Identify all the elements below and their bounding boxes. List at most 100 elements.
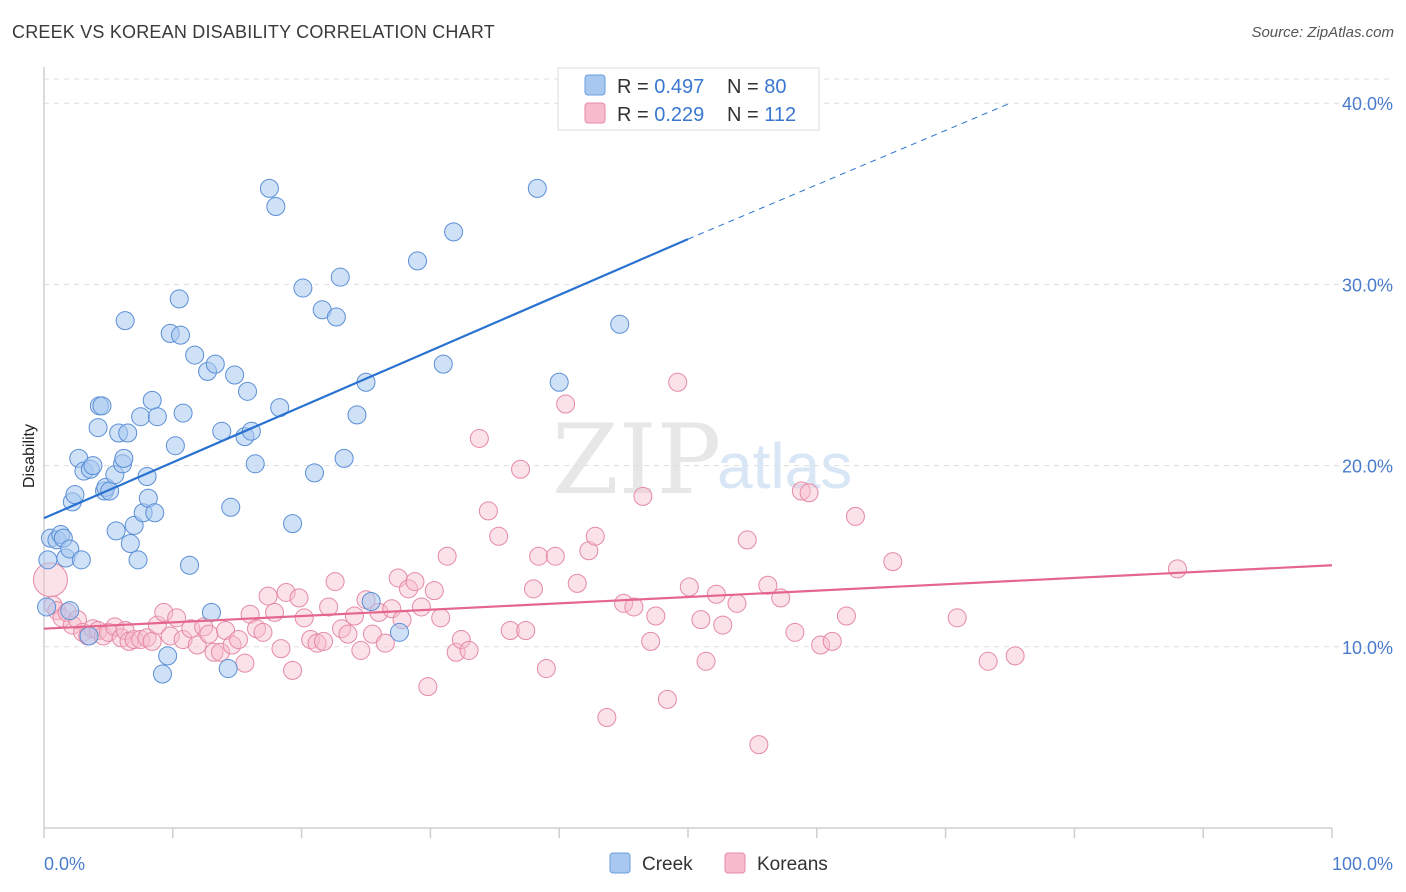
korean-point (338, 624, 358, 644)
creek-point (293, 278, 313, 298)
korean-point (713, 615, 733, 635)
y-tick-label: 40.0% (1342, 94, 1393, 114)
creek-point (145, 503, 165, 523)
korean-point (668, 372, 688, 392)
korean-point (271, 639, 291, 659)
creek-point (37, 597, 57, 617)
creek-point (114, 448, 134, 468)
korean-point (319, 597, 339, 617)
creek-point (120, 534, 140, 554)
legend-bottom-label-creek: Creek (642, 854, 693, 875)
korean-point (597, 707, 617, 727)
creek-point (433, 354, 453, 374)
korean-point (418, 677, 438, 697)
korean-point (633, 486, 653, 506)
korean-point (253, 622, 273, 642)
korean-point (641, 631, 661, 651)
korean-point (523, 579, 543, 599)
legend-creek-n: N = 80 (727, 76, 787, 98)
korean-point (614, 593, 634, 613)
creek-point (527, 178, 547, 198)
creek-point (171, 325, 191, 345)
korean-point (883, 552, 903, 572)
korean-point (362, 624, 382, 644)
creek-point (201, 602, 221, 622)
korean-point (160, 626, 180, 646)
creek-point (180, 555, 200, 575)
korean-point (451, 630, 471, 650)
korean-point (727, 593, 747, 613)
creek-point (185, 345, 205, 365)
creek-point (238, 381, 258, 401)
korean-point (978, 651, 998, 671)
legend-bottom-swatch-creek (609, 852, 631, 874)
korean-point (98, 622, 118, 642)
korean-point (749, 735, 769, 755)
creek-point (83, 456, 103, 476)
creek-point (92, 396, 112, 416)
creek-point (225, 365, 245, 385)
creek-point (131, 407, 151, 427)
creek-point (221, 497, 241, 517)
korean-point (307, 633, 327, 653)
korean-point (411, 597, 431, 617)
korean-point (313, 631, 333, 651)
korean-point (791, 481, 811, 501)
korean-point (431, 608, 451, 628)
korean-point (579, 541, 599, 561)
korean-point (351, 640, 371, 660)
y-tick-label: 30.0% (1342, 275, 1393, 295)
korean-point (489, 526, 509, 546)
korean-point (845, 506, 865, 526)
korean-point (399, 579, 419, 599)
creek-points (37, 178, 630, 684)
korean-point (1167, 559, 1187, 579)
y-axis-title: Disability (21, 424, 38, 488)
korean-point (785, 622, 805, 642)
creek-point (38, 550, 58, 570)
creek-point (259, 178, 279, 198)
x-ticks (43, 828, 1333, 838)
korean-point (822, 631, 842, 651)
korean-point (375, 633, 395, 653)
korean-point (325, 572, 345, 592)
korean-point (283, 660, 303, 680)
creek-point (79, 626, 99, 646)
korean-point (691, 610, 711, 630)
korean-point (585, 526, 605, 546)
creek-point (347, 405, 367, 425)
korean-point (516, 621, 536, 641)
korean-point (137, 628, 157, 648)
creek-point (326, 307, 346, 327)
creek-point (147, 407, 167, 427)
creek-point (173, 403, 193, 423)
korean-point (500, 621, 520, 641)
creek-point (100, 481, 120, 501)
x-tick-label-max: 100.0% (1332, 854, 1393, 874)
creek-point (142, 390, 162, 410)
korean-trend-line (43, 564, 1333, 630)
korean-point (258, 586, 278, 606)
creek-point (106, 521, 126, 541)
y-tick-labels: 10.0% 20.0% 30.0% 40.0% (1342, 94, 1393, 658)
legend-koreans-r: R = 0.229 (617, 104, 704, 126)
source-credit: Source: ZipAtlas.com (1251, 24, 1394, 41)
korean-point (154, 602, 174, 622)
legend-bottom-swatch-koreans (724, 852, 746, 874)
korean-point (405, 572, 425, 592)
creek-point (88, 418, 108, 438)
korean-point (478, 501, 498, 521)
creek-point (304, 463, 324, 483)
legend-top: R = 0.497 N = 80 R = 0.229 N = 112 (557, 67, 820, 131)
y-tick-label: 10.0% (1342, 638, 1393, 658)
creek-trend-extension (687, 102, 1011, 240)
korean-point (222, 635, 242, 655)
chart-title: CREEK VS KOREAN DISABILITY CORRELATION C… (12, 22, 495, 42)
creek-point (408, 251, 428, 271)
korean-point (657, 689, 677, 709)
creek-point (361, 592, 381, 612)
korean-point (235, 653, 255, 673)
korean-point (142, 631, 162, 651)
korean-point (836, 606, 856, 626)
korean-point (536, 659, 556, 679)
